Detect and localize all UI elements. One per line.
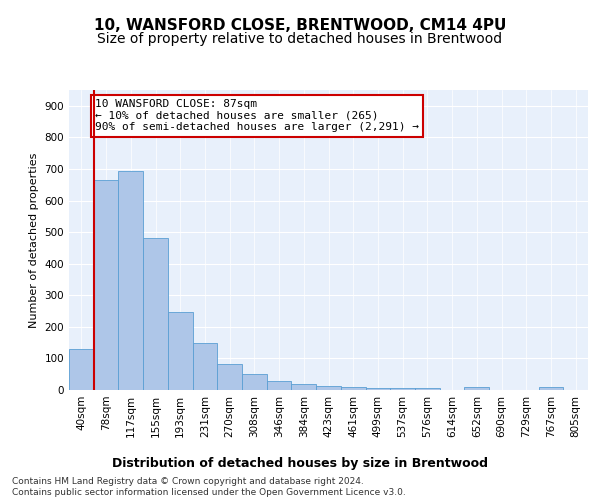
Bar — [118, 170, 143, 390]
Bar — [94, 180, 118, 390]
Text: Size of property relative to detached houses in Brentwood: Size of property relative to detached ho… — [97, 32, 503, 46]
Bar — [539, 387, 563, 390]
Text: 10, WANSFORD CLOSE, BRENTWOOD, CM14 4PU: 10, WANSFORD CLOSE, BRENTWOOD, CM14 4PU — [94, 18, 506, 32]
Bar — [168, 312, 193, 390]
Bar — [365, 388, 390, 390]
Bar — [193, 344, 217, 390]
Bar — [267, 382, 292, 390]
Text: 10 WANSFORD CLOSE: 87sqm
← 10% of detached houses are smaller (265)
90% of semi-: 10 WANSFORD CLOSE: 87sqm ← 10% of detach… — [95, 99, 419, 132]
Bar — [143, 238, 168, 390]
Bar — [316, 386, 341, 390]
Bar — [217, 364, 242, 390]
Y-axis label: Number of detached properties: Number of detached properties — [29, 152, 39, 328]
Bar — [415, 388, 440, 390]
Bar — [292, 384, 316, 390]
Bar — [464, 387, 489, 390]
Bar — [242, 374, 267, 390]
Bar — [341, 387, 365, 390]
Text: Contains HM Land Registry data © Crown copyright and database right 2024.
Contai: Contains HM Land Registry data © Crown c… — [12, 478, 406, 497]
Bar — [69, 349, 94, 390]
Text: Distribution of detached houses by size in Brentwood: Distribution of detached houses by size … — [112, 458, 488, 470]
Bar — [390, 388, 415, 390]
